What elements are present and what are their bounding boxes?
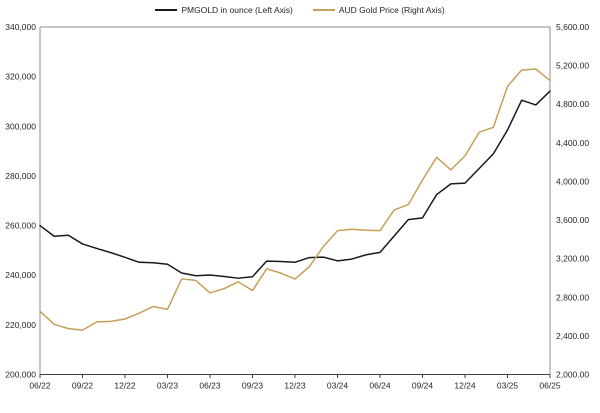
x-axis-tick-label: 06/23 xyxy=(199,381,221,391)
legend-label-aud-gold: AUD Gold Price (Right Axis) xyxy=(338,5,445,15)
legend-swatch-aud-gold xyxy=(312,9,335,11)
legend-item-pmgold: PMGOLD in ounce (Left Axis) xyxy=(155,5,293,15)
x-axis-tick-label: 12/22 xyxy=(114,381,136,391)
right-axis-tick-label: 4,400.00 xyxy=(556,138,589,148)
series-line-aud-gold xyxy=(39,68,551,331)
left-axis-tick-label: 340,000 xyxy=(5,22,36,32)
right-axis-tick-label: 4,000.00 xyxy=(556,176,589,186)
left-axis-tick-label: 240,000 xyxy=(5,270,36,280)
x-axis-tick-label: 06/25 xyxy=(539,381,561,391)
right-axis-tick-label: 3,200.00 xyxy=(556,254,589,264)
legend-swatch-pmgold xyxy=(155,9,178,11)
right-axis-tick-label: 2,400.00 xyxy=(556,331,589,341)
legend-item-aud-gold: AUD Gold Price (Right Axis) xyxy=(312,5,445,15)
right-axis-tick-label: 3,600.00 xyxy=(556,215,589,225)
left-axis-tick-label: 280,000 xyxy=(5,171,36,181)
x-axis-tick-label: 09/23 xyxy=(242,381,264,391)
x-axis-tick-label: 03/24 xyxy=(327,381,349,391)
x-axis-tick-label: 12/24 xyxy=(454,381,476,391)
x-axis-tick-label: 06/22 xyxy=(29,381,51,391)
series-line-pmgold xyxy=(39,90,551,279)
x-axis-tick-label: 06/24 xyxy=(369,381,391,391)
right-axis-tick-label: 5,600.00 xyxy=(556,22,589,32)
x-axis-tick-label: 09/24 xyxy=(412,381,434,391)
right-axis-tick-label: 4,800.00 xyxy=(556,99,589,109)
x-axis-tick-label: 12/23 xyxy=(284,381,306,391)
x-axis-tick-label: 03/23 xyxy=(157,381,179,391)
left-axis-tick-label: 260,000 xyxy=(5,221,36,231)
left-axis-tick-label: 200,000 xyxy=(5,370,36,380)
x-axis-tick-label: 03/25 xyxy=(497,381,519,391)
legend-label-pmgold: PMGOLD in ounce (Left Axis) xyxy=(181,5,293,15)
left-axis-tick-label: 220,000 xyxy=(5,320,36,330)
left-axis-tick-label: 320,000 xyxy=(5,72,36,82)
x-axis-tick-label: 09/22 xyxy=(72,381,94,391)
left-axis-tick-label: 300,000 xyxy=(5,121,36,131)
right-axis-tick-label: 2,800.00 xyxy=(556,292,589,302)
chart-legend: PMGOLD in ounce (Left Axis) AUD Gold Pri… xyxy=(0,5,600,15)
right-axis-tick-label: 2,000.00 xyxy=(556,370,589,380)
right-axis-tick-label: 5,200.00 xyxy=(556,61,589,71)
